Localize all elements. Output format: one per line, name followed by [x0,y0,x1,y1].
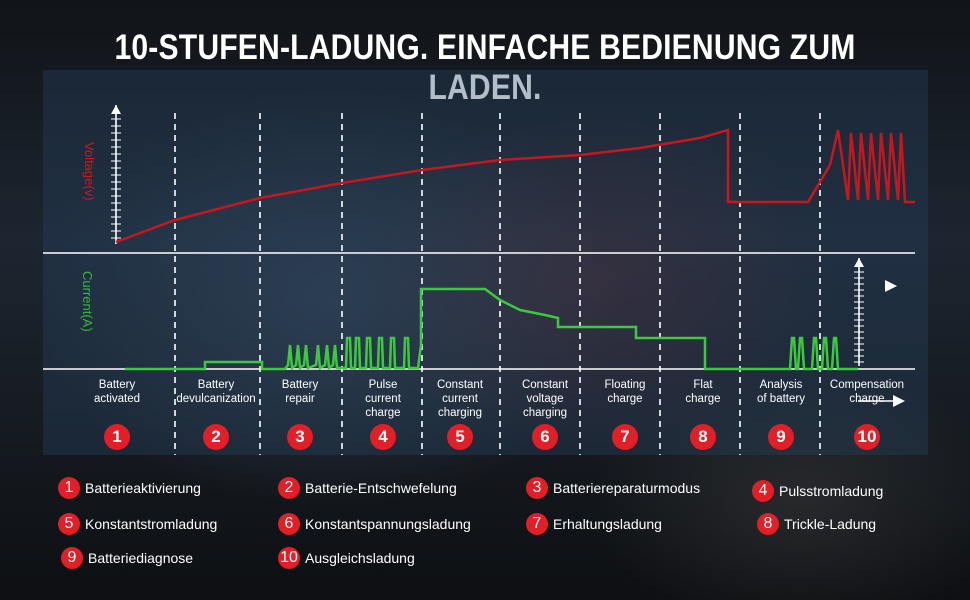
voltage-curve [115,128,915,244]
stage-label: Constant current charging [436,379,484,419]
stage-label: Battery activated [93,379,141,405]
stage-label: Analysis of battery [757,379,805,405]
legend-number-badge: 1 [58,477,80,499]
legend-item: 9 Batteriediagnose [61,547,193,569]
axis-arrow [111,105,121,114]
arrow-right-icon [893,395,905,407]
stage-label: Battery devulcanization [176,379,256,405]
legend-number-badge: 9 [61,547,83,569]
legend-item: 6 Konstantspannungsladung [278,513,471,535]
legend-number-badge: 6 [278,513,300,535]
legend-text: Konstantstromladung [85,516,218,532]
legend-text: Erhaltungsladung [553,516,662,532]
legend-text: Ausgleichsladung [305,550,415,566]
stage-label: Pulse current charge [365,379,401,419]
stage-label: Compensation charge [829,379,905,405]
legend-number-badge: 2 [278,477,300,499]
arrow-right-icon [885,280,897,292]
stage-number-badge: 10 [854,424,880,450]
legend-text: Batteriediagnose [88,550,194,566]
voltage-axis-label: Voltage(v) [82,142,97,201]
stage-label: Constant voltage charging [521,379,569,419]
stage-number-badge: 2 [203,424,229,450]
current-curve [125,287,858,371]
chart-panel [43,70,928,455]
legend-item: 4 Pulsstromladung [752,480,883,502]
stage-number-badge: 6 [532,424,558,450]
stage-number-badge: 7 [612,424,638,450]
legend-text: Batteriereparaturmodus [553,480,701,496]
legend-number-badge: 3 [526,477,548,499]
stage-number-badge: 5 [447,424,473,450]
legend-text: Pulsstromladung [779,483,884,499]
axes [111,105,905,407]
legend-item: 1 Batterieaktivierung [58,477,201,499]
current-axis-label: Current(A) [80,271,95,332]
page-title: 10-STUFEN-LADUNG. EINFACHE BEDIENUNG ZUM… [114,28,856,107]
stage-label: Floating charge [604,379,646,405]
legend-text: Konstantspannungsladung [305,516,471,532]
legend-text: Trickle-Ladung [784,516,877,532]
legend-text: Batterieaktivierung [85,480,201,496]
stage-number-badge: 1 [104,424,130,450]
legend-item: 2 Batterie-Entschwefelung [278,477,457,499]
legend-number-badge: 10 [278,547,300,569]
legend-number-badge: 7 [526,513,548,535]
legend-item: 7 Erhaltungsladung [526,513,662,535]
legend-number-badge: 5 [58,513,80,535]
legend-number-badge: 4 [752,480,774,502]
stage-dividers [174,113,821,455]
legend-text: Batterie-Entschwefelung [305,480,457,496]
stage-number-badge: 8 [690,424,716,450]
stage-number-badge: 3 [287,424,313,450]
legend-item: 5 Konstantstromladung [58,513,217,535]
legend-item: 3 Batteriereparaturmodus [526,477,700,499]
axis-arrow [854,258,864,267]
stage-label: Flat charge [685,379,721,405]
stage-number-badge: 9 [768,424,794,450]
legend-number-badge: 8 [757,513,779,535]
legend-item: 10 Ausgleichsladung [278,547,415,569]
legend-item: 8 Trickle-Ladung [757,513,876,535]
stage-label: Battery repair [281,379,319,405]
stage-number-badge: 4 [370,424,396,450]
